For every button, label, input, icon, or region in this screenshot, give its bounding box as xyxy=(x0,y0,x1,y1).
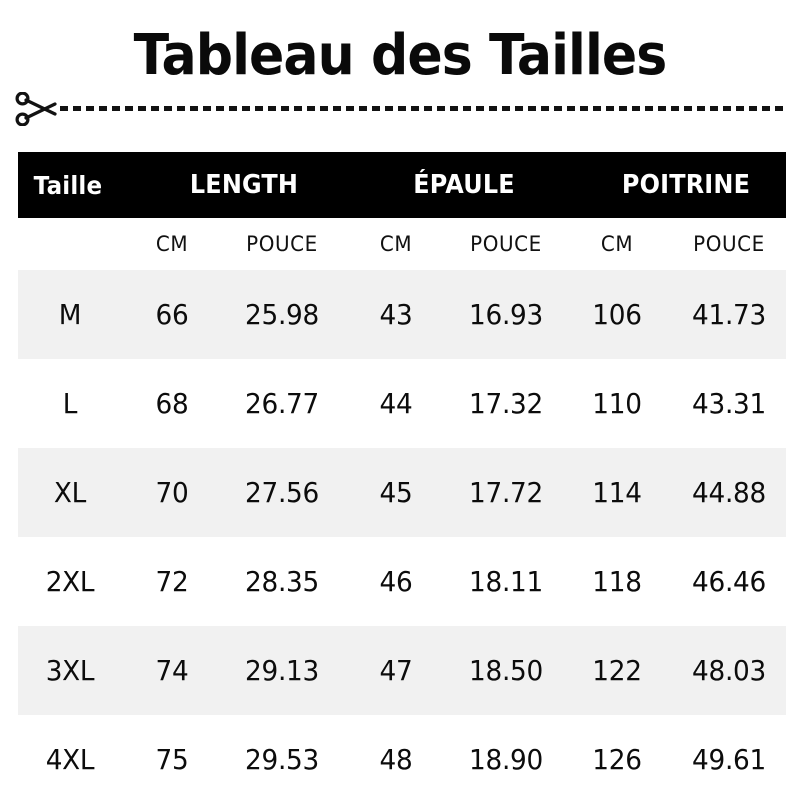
table-row: 4XL 75 29.53 48 18.90 126 49.61 xyxy=(18,715,786,804)
header-poitrine: POITRINE xyxy=(621,170,751,200)
table-row: L 68 26.77 44 17.32 110 43.31 xyxy=(18,359,786,448)
subheader-length-cm: CM xyxy=(155,232,189,256)
subheader-poitrine-cm: CM xyxy=(600,232,634,256)
cell-shoulder-in: 17.32 xyxy=(469,387,543,420)
cell-size: 2XL xyxy=(45,565,95,598)
cell-shoulder-cm: 43 xyxy=(379,298,413,331)
cell-chest-in: 44.88 xyxy=(692,476,766,509)
cell-shoulder-cm: 46 xyxy=(379,565,413,598)
cell-shoulder-in: 18.50 xyxy=(469,654,543,687)
cell-length-cm: 72 xyxy=(155,565,189,598)
cell-length-in: 27.56 xyxy=(245,476,319,509)
header-taille: Taille xyxy=(33,170,103,200)
subheader-epaule-pouce: POUCE xyxy=(470,232,542,256)
cell-shoulder-in: 18.90 xyxy=(469,743,543,776)
cell-chest-in: 46.46 xyxy=(692,565,766,598)
cell-size: XL xyxy=(53,476,87,509)
dashed-cut-line xyxy=(60,106,786,111)
table-row: XL 70 27.56 45 17.72 114 44.88 xyxy=(18,448,786,537)
cell-chest-in: 43.31 xyxy=(692,387,766,420)
cell-chest-cm: 114 xyxy=(592,476,642,509)
cell-chest-cm: 106 xyxy=(592,298,642,331)
scissors-icon xyxy=(14,91,60,127)
cell-size: 4XL xyxy=(45,743,95,776)
cell-size: L xyxy=(62,387,78,420)
cell-shoulder-cm: 48 xyxy=(379,743,413,776)
cell-chest-cm: 122 xyxy=(592,654,642,687)
cell-length-in: 29.53 xyxy=(245,743,319,776)
cell-length-cm: 75 xyxy=(155,743,189,776)
cell-shoulder-cm: 44 xyxy=(379,387,413,420)
subheader-epaule-cm: CM xyxy=(379,232,413,256)
cell-chest-cm: 110 xyxy=(592,387,642,420)
subheader-poitrine-pouce: POUCE xyxy=(693,232,765,256)
subheader-length-pouce: POUCE xyxy=(246,232,318,256)
cell-length-in: 28.35 xyxy=(245,565,319,598)
table-subheader-row: CM POUCE CM POUCE CM POUCE xyxy=(18,218,786,270)
page-title: Tableau des Tailles xyxy=(133,23,668,88)
table-row: M 66 25.98 43 16.93 106 41.73 xyxy=(18,270,786,359)
cell-length-cm: 68 xyxy=(155,387,189,420)
cell-chest-cm: 118 xyxy=(592,565,642,598)
cell-shoulder-in: 17.72 xyxy=(469,476,543,509)
cell-shoulder-in: 16.93 xyxy=(469,298,543,331)
cell-shoulder-cm: 45 xyxy=(379,476,413,509)
cell-length-cm: 74 xyxy=(155,654,189,687)
cell-chest-in: 48.03 xyxy=(692,654,766,687)
cell-length-cm: 70 xyxy=(155,476,189,509)
cell-length-cm: 66 xyxy=(155,298,189,331)
cell-length-in: 26.77 xyxy=(245,387,319,420)
size-table: Taille LENGTH ÉPAULE POITRINE CM POUCE C… xyxy=(18,152,786,804)
header-length: LENGTH xyxy=(189,170,299,200)
cell-length-in: 29.13 xyxy=(245,654,319,687)
cell-size: 3XL xyxy=(45,654,95,687)
table-row: 2XL 72 28.35 46 18.11 118 46.46 xyxy=(18,537,786,626)
cut-line xyxy=(14,91,786,127)
table-header-row: Taille LENGTH ÉPAULE POITRINE xyxy=(18,152,786,218)
header-epaule: ÉPAULE xyxy=(413,170,515,200)
cell-shoulder-cm: 47 xyxy=(379,654,413,687)
table-row: 3XL 74 29.13 47 18.50 122 48.03 xyxy=(18,626,786,715)
cell-chest-cm: 126 xyxy=(592,743,642,776)
cell-chest-in: 49.61 xyxy=(692,743,766,776)
cell-shoulder-in: 18.11 xyxy=(469,565,543,598)
cell-size: M xyxy=(58,298,82,331)
cell-chest-in: 41.73 xyxy=(692,298,766,331)
cell-length-in: 25.98 xyxy=(245,298,319,331)
